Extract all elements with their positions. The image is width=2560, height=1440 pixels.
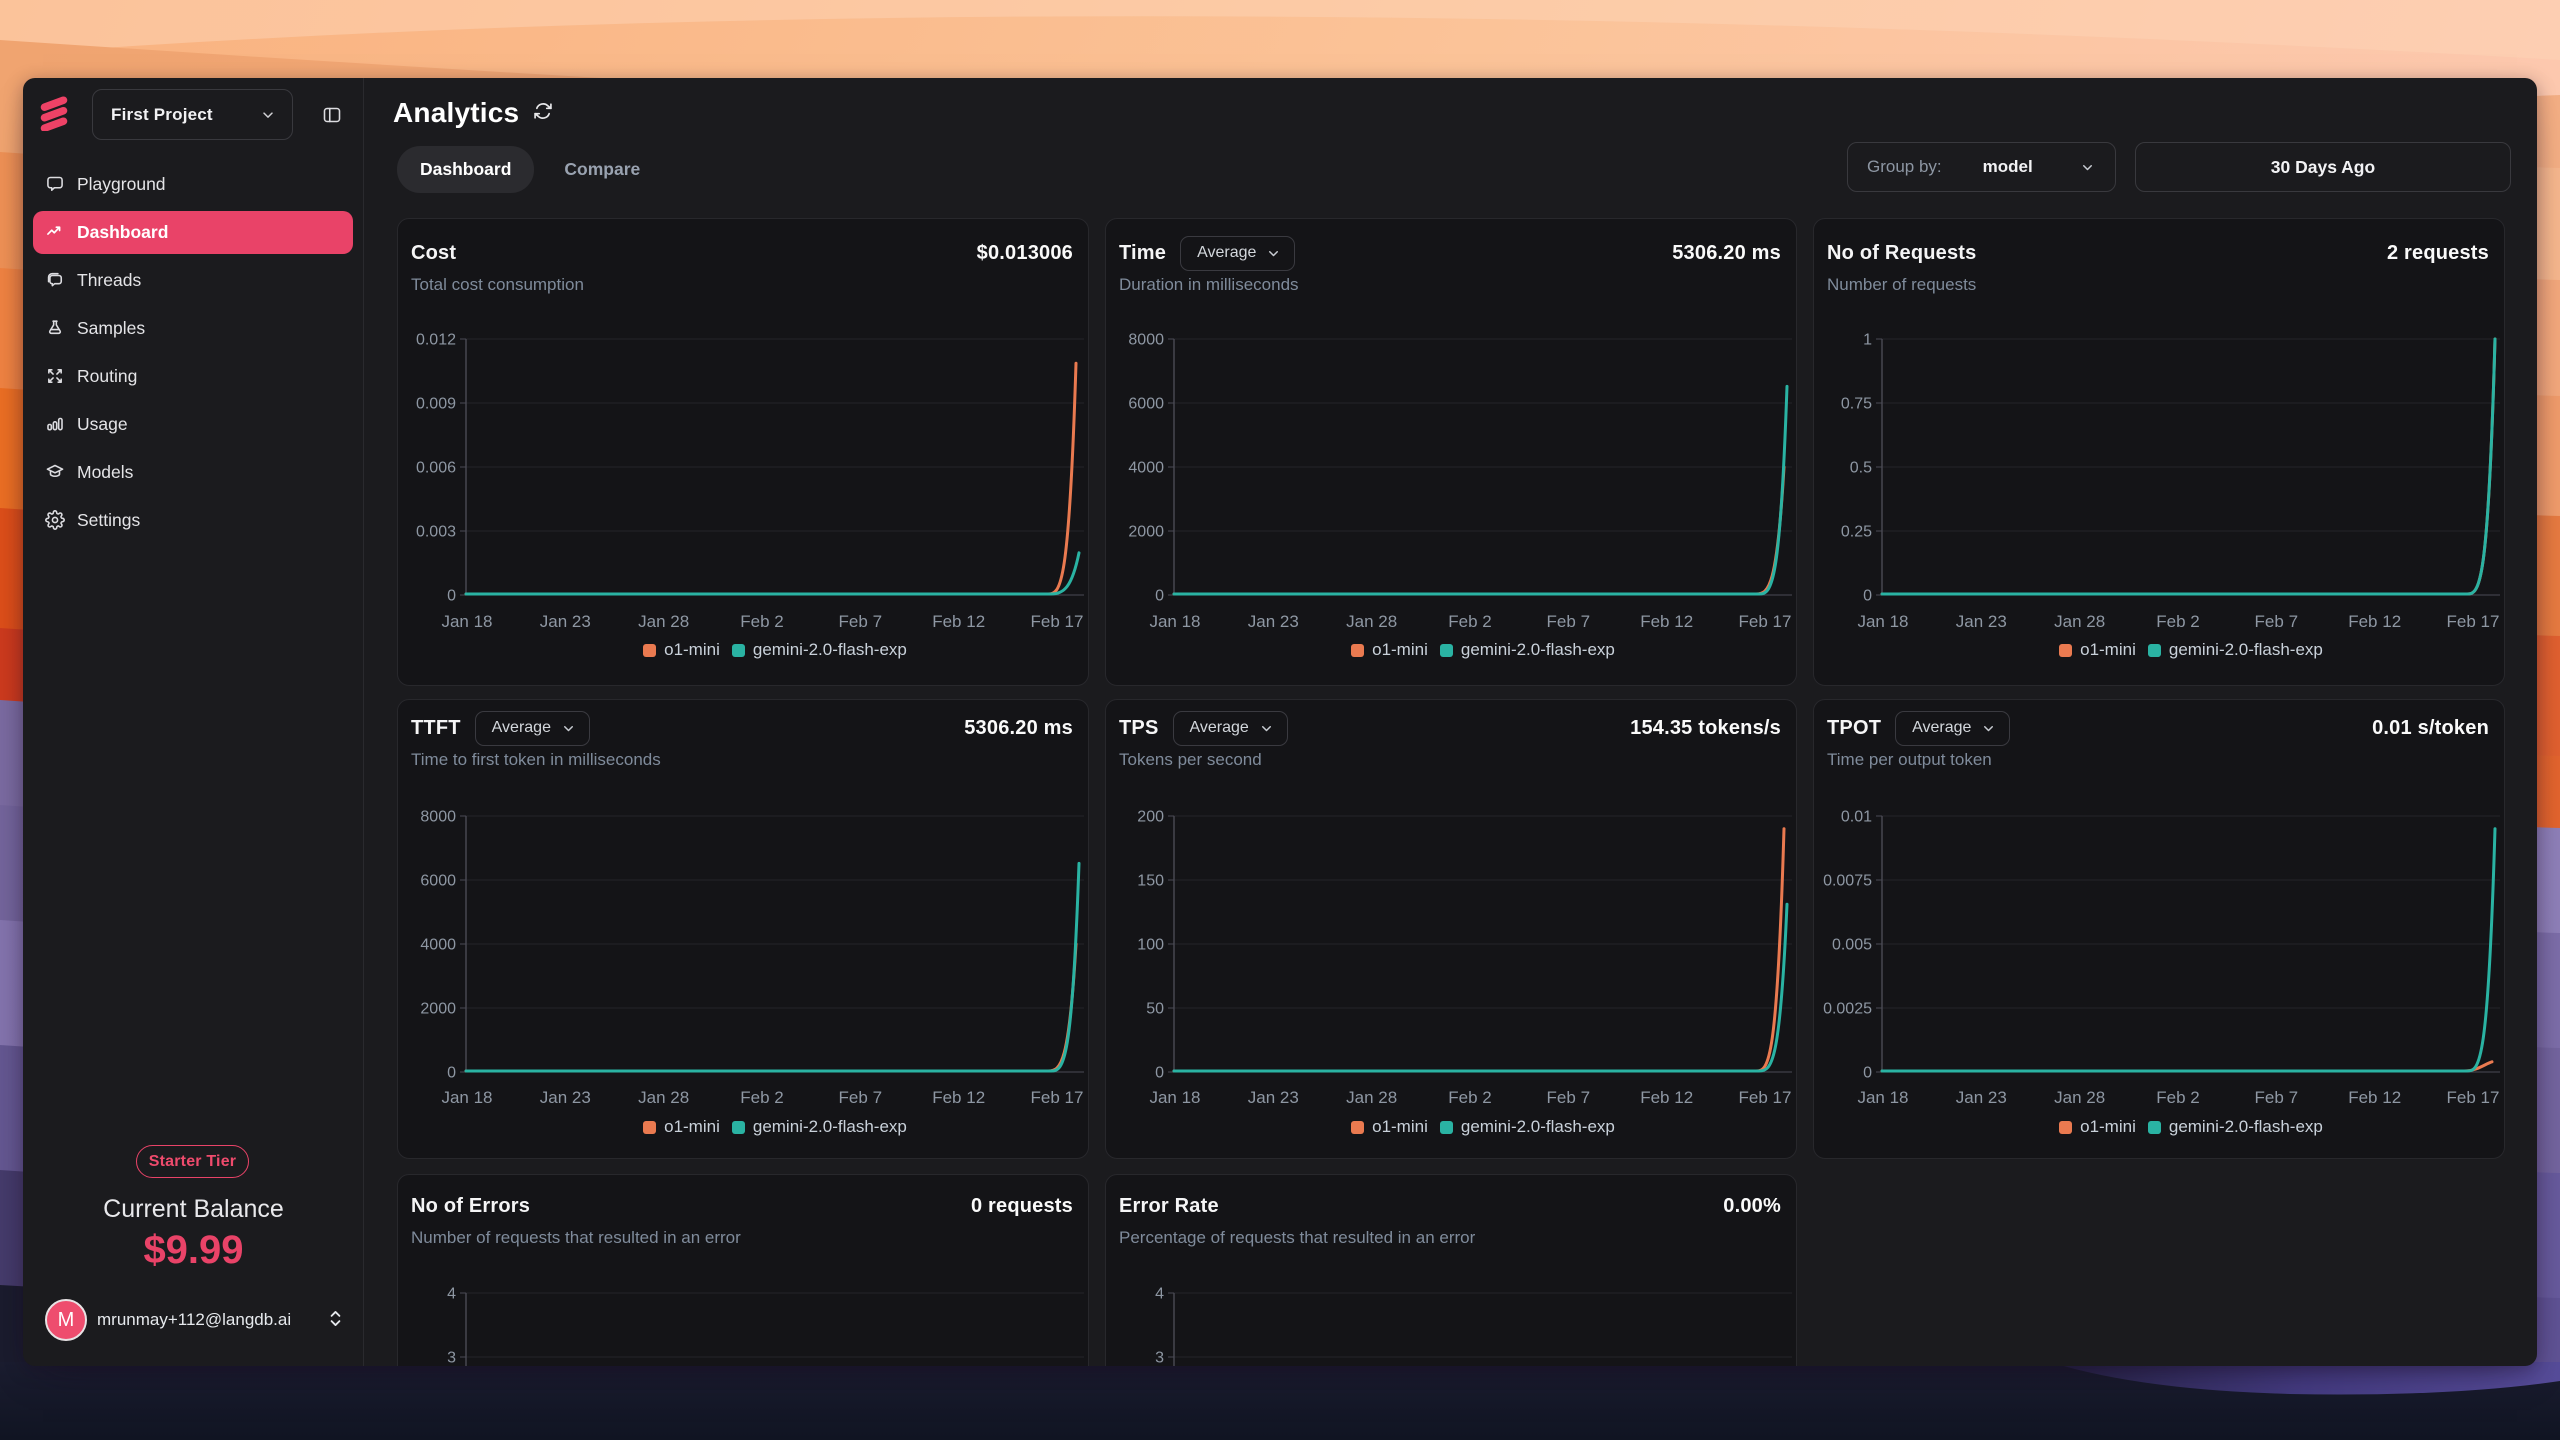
svg-text:4000: 4000: [420, 937, 456, 954]
svg-text:8000: 8000: [420, 809, 456, 826]
svg-text:Jan 23: Jan 23: [1248, 612, 1299, 631]
svg-text:Jan 28: Jan 28: [2054, 612, 2105, 631]
svg-text:3: 3: [447, 1350, 456, 1367]
svg-text:Jan 28: Jan 28: [1346, 1088, 1397, 1107]
svg-text:Jan 18: Jan 18: [441, 1088, 492, 1107]
svg-text:Jan 18: Jan 18: [1857, 1088, 1908, 1107]
svg-text:Feb 17: Feb 17: [1031, 1088, 1084, 1107]
svg-text:Jan 23: Jan 23: [540, 612, 591, 631]
svg-text:6000: 6000: [420, 873, 456, 890]
svg-text:Jan 28: Jan 28: [638, 1088, 689, 1107]
svg-text:4: 4: [447, 1286, 456, 1303]
svg-text:Feb 2: Feb 2: [1448, 612, 1491, 631]
svg-text:0.75: 0.75: [1841, 396, 1872, 413]
svg-text:Feb 2: Feb 2: [2156, 1088, 2199, 1107]
svg-text:Jan 28: Jan 28: [2054, 1088, 2105, 1107]
svg-text:0: 0: [1863, 588, 1872, 605]
svg-text:3: 3: [1155, 1350, 1164, 1367]
svg-text:8000: 8000: [1128, 332, 1164, 349]
svg-text:Jan 23: Jan 23: [1248, 1088, 1299, 1107]
svg-text:4000: 4000: [1128, 460, 1164, 477]
svg-text:0: 0: [1155, 588, 1164, 605]
svg-text:0.003: 0.003: [416, 524, 456, 541]
svg-text:Feb 7: Feb 7: [1547, 612, 1590, 631]
svg-text:Jan 18: Jan 18: [1149, 612, 1200, 631]
svg-text:Jan 28: Jan 28: [638, 612, 689, 631]
svg-text:4: 4: [1155, 1286, 1164, 1303]
svg-text:Jan 23: Jan 23: [540, 1088, 591, 1107]
svg-text:0: 0: [447, 588, 456, 605]
svg-text:0: 0: [447, 1065, 456, 1082]
svg-text:Feb 7: Feb 7: [2255, 612, 2298, 631]
svg-text:200: 200: [1137, 809, 1164, 826]
svg-text:Jan 23: Jan 23: [1956, 1088, 2007, 1107]
svg-text:0.0075: 0.0075: [1823, 873, 1872, 890]
svg-text:0: 0: [1863, 1065, 1872, 1082]
svg-text:0.012: 0.012: [416, 332, 456, 349]
svg-text:0.006: 0.006: [416, 460, 456, 477]
svg-text:Jan 28: Jan 28: [1346, 612, 1397, 631]
svg-text:Feb 17: Feb 17: [1739, 612, 1792, 631]
svg-text:Jan 23: Jan 23: [1956, 612, 2007, 631]
svg-text:Feb 17: Feb 17: [2447, 1088, 2500, 1107]
svg-text:Feb 12: Feb 12: [1640, 1088, 1693, 1107]
svg-text:Feb 7: Feb 7: [839, 1088, 882, 1107]
svg-text:0.005: 0.005: [1832, 937, 1872, 954]
svg-text:100: 100: [1137, 937, 1164, 954]
svg-text:Feb 2: Feb 2: [740, 1088, 783, 1107]
svg-text:50: 50: [1146, 1001, 1164, 1018]
svg-text:Feb 17: Feb 17: [1031, 612, 1084, 631]
svg-text:Jan 18: Jan 18: [1149, 1088, 1200, 1107]
svg-text:Feb 2: Feb 2: [740, 612, 783, 631]
svg-text:0.01: 0.01: [1841, 809, 1872, 826]
svg-text:0.009: 0.009: [416, 396, 456, 413]
svg-text:2000: 2000: [1128, 524, 1164, 541]
svg-text:150: 150: [1137, 873, 1164, 890]
svg-text:Feb 2: Feb 2: [1448, 1088, 1491, 1107]
svg-text:1: 1: [1863, 332, 1872, 349]
svg-text:Feb 17: Feb 17: [2447, 612, 2500, 631]
svg-text:Feb 12: Feb 12: [1640, 612, 1693, 631]
svg-text:Jan 18: Jan 18: [441, 612, 492, 631]
svg-text:0.25: 0.25: [1841, 524, 1872, 541]
svg-text:0.5: 0.5: [1850, 460, 1872, 477]
svg-text:Feb 12: Feb 12: [2348, 1088, 2401, 1107]
svg-text:Feb 12: Feb 12: [2348, 612, 2401, 631]
svg-text:Feb 7: Feb 7: [1547, 1088, 1590, 1107]
svg-text:Feb 7: Feb 7: [2255, 1088, 2298, 1107]
svg-text:0.0025: 0.0025: [1823, 1001, 1872, 1018]
svg-text:Feb 12: Feb 12: [932, 612, 985, 631]
svg-text:Feb 7: Feb 7: [839, 612, 882, 631]
svg-text:2000: 2000: [420, 1001, 456, 1018]
svg-text:Jan 18: Jan 18: [1857, 612, 1908, 631]
svg-text:Feb 17: Feb 17: [1739, 1088, 1792, 1107]
svg-text:6000: 6000: [1128, 396, 1164, 413]
svg-text:Feb 2: Feb 2: [2156, 612, 2199, 631]
svg-text:Feb 12: Feb 12: [932, 1088, 985, 1107]
svg-text:0: 0: [1155, 1065, 1164, 1082]
